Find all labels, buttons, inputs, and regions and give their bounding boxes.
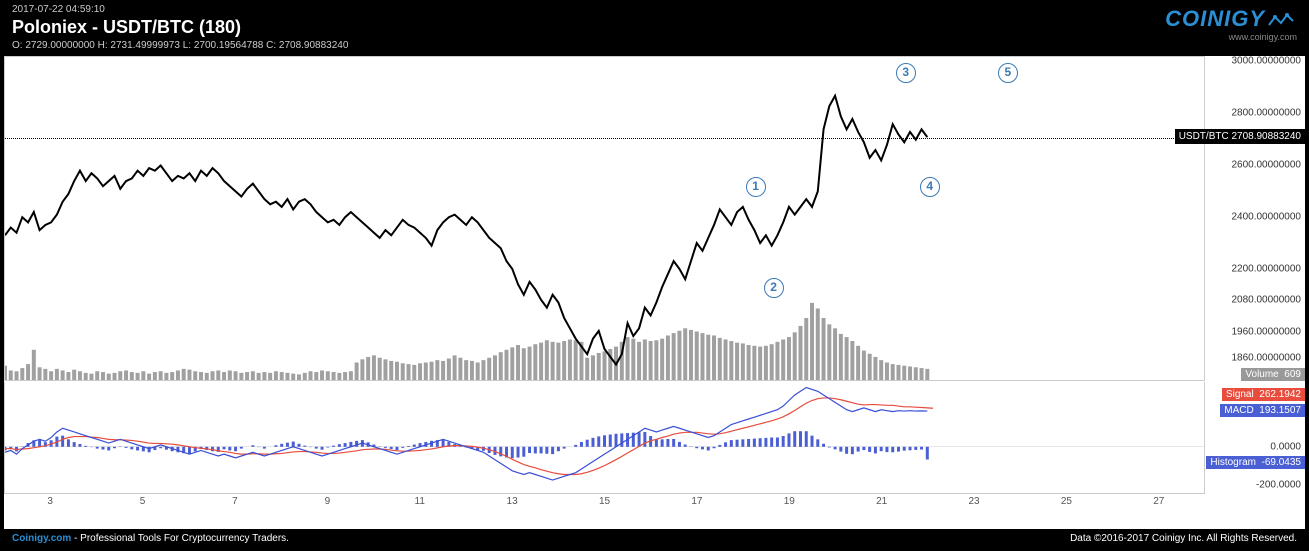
y-tick: 1860.00000000 bbox=[1231, 352, 1301, 363]
y-tick: 3000.00000000 bbox=[1231, 56, 1301, 67]
histogram-tag: Histogram -69.0435 bbox=[1206, 456, 1305, 469]
logo-text: COINIGY bbox=[1165, 6, 1297, 32]
wave-label-5: 5 bbox=[998, 63, 1018, 83]
volume-tag: Volume 609 bbox=[1241, 368, 1305, 381]
footer-left: Coinigy.com - Professional Tools For Cry… bbox=[12, 533, 289, 547]
y-tick: 2600.00000000 bbox=[1231, 160, 1301, 171]
y-tick: -200.0000 bbox=[1256, 479, 1301, 490]
x-tick: 15 bbox=[599, 496, 610, 507]
y-axis-price: 1860.00000000 1960.00000000 2080.00000000 2… bbox=[1205, 56, 1305, 381]
price-panel[interactable]: 1 2 3 4 5 bbox=[4, 56, 1205, 381]
current-price-tag: USDT/BTC 2708.90883240 bbox=[1175, 129, 1305, 144]
y-tick: 0.0000 bbox=[1270, 442, 1301, 453]
y-tick: 2080.00000000 bbox=[1231, 295, 1301, 306]
x-tick: 3 bbox=[47, 496, 53, 507]
macd-panel[interactable] bbox=[4, 382, 1205, 494]
current-price-line bbox=[5, 138, 1204, 139]
y-tick: 2400.00000000 bbox=[1231, 212, 1301, 223]
y-tick: 2800.00000000 bbox=[1231, 108, 1301, 119]
chart-header: 2017-07-22 04:59:10 Poloniex - USDT/BTC … bbox=[0, 0, 1309, 55]
footer: Coinigy.com - Professional Tools For Cry… bbox=[0, 529, 1309, 551]
chart-area[interactable]: 12345 1860.000000001960.000000002080.000… bbox=[4, 56, 1305, 529]
x-axis: 3 5 7 9 11 13 15 17 19 21 23 25 27 bbox=[4, 494, 1205, 516]
x-tick: 13 bbox=[507, 496, 518, 507]
x-tick: 9 bbox=[325, 496, 331, 507]
y-axis-macd: -200.00000.0000200.0000Signal 262.1942MA… bbox=[1205, 382, 1305, 494]
wave-label-2: 2 bbox=[764, 278, 784, 298]
x-tick: 11 bbox=[415, 496, 425, 507]
wave-label-1: 1 bbox=[746, 177, 766, 197]
x-tick: 17 bbox=[691, 496, 702, 507]
x-tick: 21 bbox=[876, 496, 887, 507]
brand-logo: COINIGY www.coinigy.com bbox=[1165, 6, 1297, 42]
y-tick: 1960.00000000 bbox=[1231, 326, 1301, 337]
x-tick: 19 bbox=[784, 496, 795, 507]
signal-tag: Signal 262.1942 bbox=[1222, 388, 1305, 401]
wave-label-3: 3 bbox=[896, 63, 916, 83]
wave-label-4: 4 bbox=[920, 177, 940, 197]
x-tick: 5 bbox=[140, 496, 146, 507]
chart-title: Poloniex - USDT/BTC (180) bbox=[12, 17, 1297, 38]
y-tick: 2200.00000000 bbox=[1231, 264, 1301, 275]
x-tick: 27 bbox=[1153, 496, 1164, 507]
logo-url: www.coinigy.com bbox=[1165, 32, 1297, 42]
ohlc-readout: O: 2729.00000000 H: 2731.49999973 L: 270… bbox=[12, 40, 1297, 51]
macd-tag: MACD 193.1507 bbox=[1220, 404, 1305, 417]
x-tick: 23 bbox=[968, 496, 979, 507]
footer-right: Data ©2016-2017 Coinigy Inc. All Rights … bbox=[1070, 533, 1297, 547]
x-tick: 25 bbox=[1061, 496, 1072, 507]
timestamp: 2017-07-22 04:59:10 bbox=[12, 4, 1297, 15]
x-tick: 7 bbox=[232, 496, 238, 507]
